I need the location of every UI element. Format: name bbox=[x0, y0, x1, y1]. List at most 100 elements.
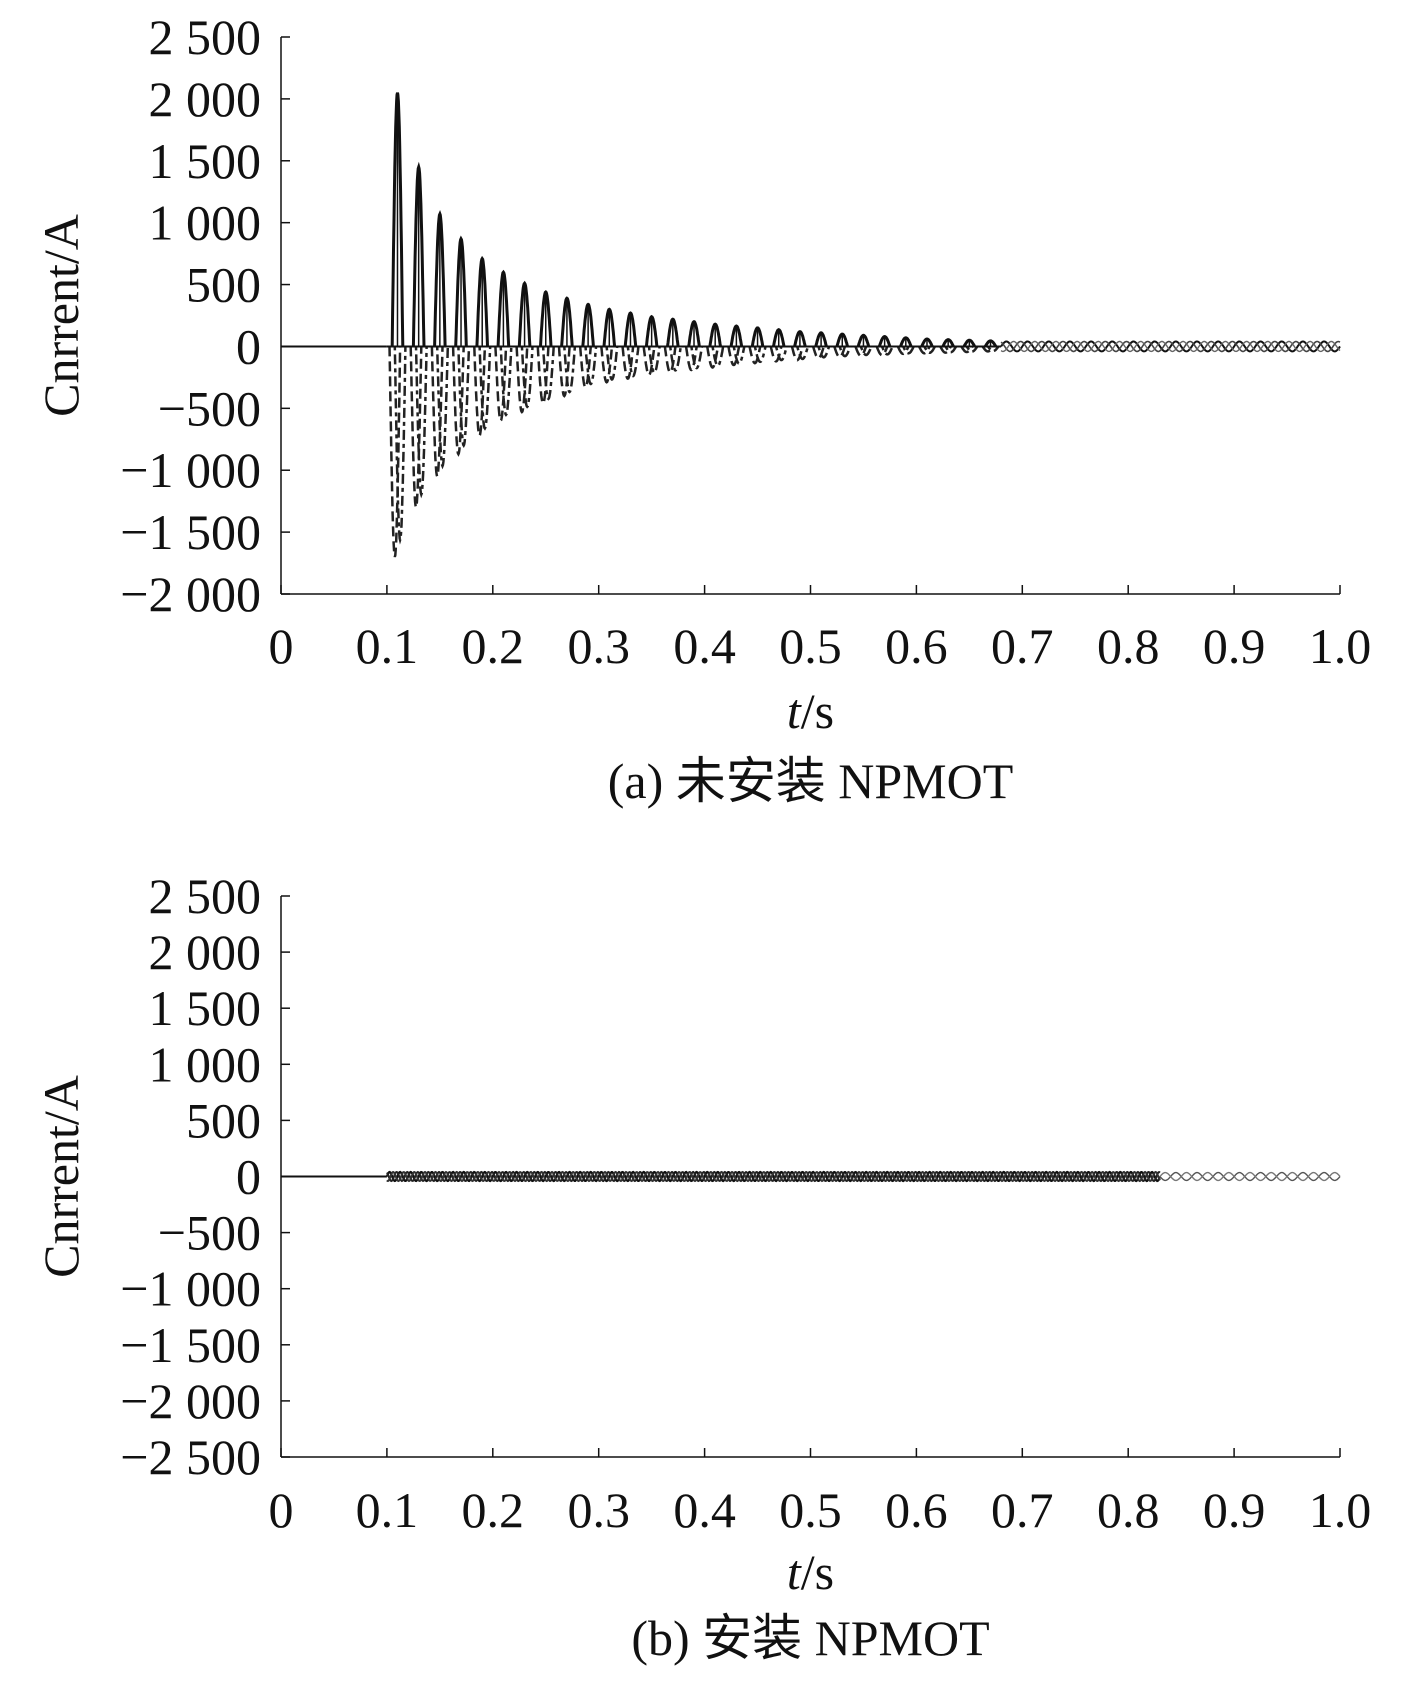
x-axis-title-unit: /s bbox=[801, 1544, 834, 1600]
negative-pulse-dashdot bbox=[753, 346, 767, 364]
y-tick-label: 1 000 bbox=[149, 195, 262, 251]
x-tick-label: 1.0 bbox=[1309, 618, 1372, 674]
negative-pulse-dashed bbox=[833, 345, 847, 359]
x-tick-label: 1.0 bbox=[1309, 1482, 1372, 1538]
y-tick-label: −1 500 bbox=[120, 1317, 261, 1373]
negative-pulse-dashed bbox=[430, 346, 444, 481]
x-tick-label: 0.9 bbox=[1203, 1482, 1266, 1538]
x-tick-label: 0 bbox=[269, 618, 294, 674]
y-tick-label: −1 000 bbox=[120, 1261, 261, 1317]
light-ripple-phase bbox=[1159, 1171, 1341, 1182]
negative-pulse-dashdot bbox=[605, 346, 619, 382]
x-tick-label: 0.1 bbox=[356, 1482, 419, 1538]
positive-pulse bbox=[623, 311, 638, 347]
chart-panel-b: 2 500 2 000 1 500 1 000 500 0 −500 −1 000 −1 500… bbox=[0, 830, 1417, 1687]
negative-pulse-dashdot bbox=[902, 345, 915, 355]
x-tick-label: 0.1 bbox=[356, 618, 419, 674]
negative-pulse-dashdot bbox=[541, 346, 555, 401]
y-tick-label: −1 000 bbox=[120, 442, 261, 498]
chart-caption: (b) 安装 NPMOT bbox=[631, 1610, 989, 1666]
y-tick-label: −2 500 bbox=[120, 1429, 261, 1485]
x-tick-label: 0.5 bbox=[779, 618, 842, 674]
chart-a-axes bbox=[280, 36, 1341, 595]
positive-pulse bbox=[517, 280, 532, 347]
x-tick-label: 0.3 bbox=[567, 1482, 630, 1538]
y-tick-label: −2 000 bbox=[120, 566, 261, 622]
y-tick-label: 2 000 bbox=[149, 924, 262, 980]
negative-pulse-dashed bbox=[515, 346, 529, 414]
negative-pulse-dashed bbox=[705, 346, 720, 369]
negative-pulse-dashdot bbox=[732, 346, 746, 365]
chart-caption: (a) 未安装 NPMOT bbox=[608, 753, 1014, 809]
negative-pulse-dashdot bbox=[690, 346, 704, 370]
x-tick-label: 0.4 bbox=[673, 1482, 736, 1538]
negative-pulse-dashdot bbox=[880, 345, 894, 356]
x-tick-label: 0.3 bbox=[567, 618, 630, 674]
positive-pulse bbox=[771, 328, 786, 347]
negative-pulse-dashdot bbox=[859, 346, 873, 357]
positive-pulse bbox=[856, 333, 871, 347]
negative-pulse-dashed bbox=[896, 345, 910, 356]
dense-ripple-phase bbox=[386, 1170, 1161, 1183]
negative-pulse-dashdot bbox=[393, 346, 407, 545]
y-tick-label: −1 500 bbox=[120, 504, 261, 560]
x-tick-label: 0.2 bbox=[462, 618, 525, 674]
negative-pulse-dashdot bbox=[838, 345, 852, 358]
negative-pulse-dashed bbox=[769, 346, 783, 363]
y-tick-label: 1 500 bbox=[149, 133, 262, 189]
x-tick-label: 0.4 bbox=[673, 618, 736, 674]
negative-pulse-dashed bbox=[854, 346, 868, 357]
negative-pulse-dashdot bbox=[774, 346, 788, 362]
y-tick-label: −2 000 bbox=[120, 1373, 261, 1429]
negative-pulse-dashed bbox=[748, 346, 762, 365]
positive-pulse bbox=[644, 314, 659, 347]
x-tick-label: 0 bbox=[269, 1482, 294, 1538]
negative-pulse-dashdot bbox=[499, 346, 513, 417]
positive-pulse bbox=[814, 331, 828, 347]
negative-pulse-dashed bbox=[939, 345, 952, 354]
x-tick-label: 0.8 bbox=[1097, 1482, 1160, 1538]
negative-pulse-dashed bbox=[875, 345, 889, 357]
y-axis-title: Cnrrent/A bbox=[33, 1075, 89, 1278]
y-tick-label: 1 500 bbox=[149, 980, 262, 1036]
negative-pulse-dashdot bbox=[647, 346, 661, 374]
negative-pulse-dashed bbox=[494, 346, 508, 423]
y-tick-label: 2 500 bbox=[149, 9, 262, 65]
negative-pulse-dashdot bbox=[520, 346, 534, 409]
y-tick-label: −500 bbox=[158, 1205, 261, 1261]
x-axis-title-var: t bbox=[787, 683, 802, 739]
negative-pulse-dashed bbox=[811, 346, 825, 360]
positive-pulse bbox=[729, 324, 744, 347]
positive-pulse bbox=[920, 337, 934, 348]
x-axis-title: t/s bbox=[787, 1544, 834, 1600]
negative-pulse-dashdot bbox=[435, 346, 450, 470]
y-tick-label: 500 bbox=[186, 257, 261, 313]
dense-ripple-phase bbox=[386, 1170, 1161, 1183]
negative-pulse-dashed bbox=[451, 346, 465, 457]
negative-pulse-dashdot bbox=[414, 346, 428, 499]
steady-ripple-phase bbox=[1000, 340, 1341, 353]
negative-pulse-dashdot bbox=[563, 346, 577, 394]
negative-pulse-dashdot bbox=[457, 346, 471, 449]
x-tick-label: 0.6 bbox=[885, 1482, 948, 1538]
y-tick-label: 500 bbox=[186, 1092, 261, 1148]
x-axis-title-var: t bbox=[787, 1544, 802, 1600]
negative-pulse-dashed bbox=[790, 346, 804, 362]
negative-pulse-dashdot bbox=[986, 345, 1000, 353]
negative-pulse-dashdot bbox=[923, 345, 937, 354]
x-axis-title-unit: /s bbox=[801, 683, 834, 739]
x-tick-label: 0.2 bbox=[462, 1482, 525, 1538]
y-tick-label: −500 bbox=[158, 380, 261, 436]
y-tick-label: 1 000 bbox=[149, 1036, 262, 1092]
negative-pulse-dashdot bbox=[626, 346, 640, 378]
steady-ripple-phase bbox=[1000, 340, 1341, 353]
x-tick-label: 0.7 bbox=[991, 618, 1054, 674]
negative-pulse-dashed bbox=[917, 345, 931, 355]
negative-pulse-dashdot bbox=[584, 346, 598, 386]
y-tick-label: 2 500 bbox=[149, 868, 262, 924]
x-tick-label: 0.8 bbox=[1097, 618, 1160, 674]
